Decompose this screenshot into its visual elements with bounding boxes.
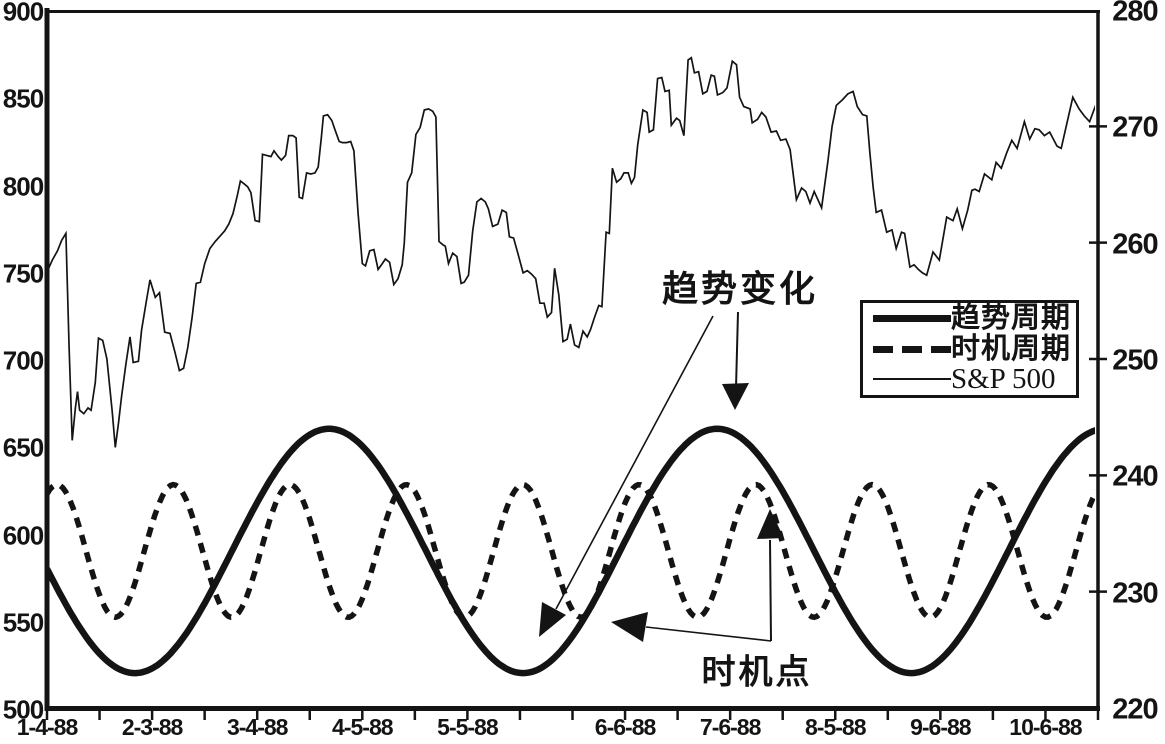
trend-change-arrow-trough-line [555, 315, 714, 610]
trend-change-arrow-down-line [735, 311, 739, 389]
legend-item-trend-cycle: 趋势周期 [863, 304, 1076, 333]
left-axis-tick-label: 900 [2, 0, 44, 27]
right-axis-tick-label: 230 [1112, 577, 1158, 610]
right-axis-tick-label: 260 [1112, 228, 1158, 261]
left-axis-tick-label: 650 [2, 432, 44, 463]
x-axis-tick-label: 9-6-88 [910, 714, 971, 740]
x-axis-tick-label: 7-6-88 [699, 714, 761, 740]
timing-point-arrow-up-line [769, 539, 772, 642]
trend-change-arrow-down-head [722, 383, 749, 410]
series-thick-solid [49, 425, 1095, 677]
x-axis-tick-label: 8-5-88 [805, 714, 866, 740]
trend-change-arrow-trough-head [539, 602, 566, 637]
right-axis-tick-label: 280 [1112, 0, 1158, 28]
x-axis-tick-label: 6-6-88 [594, 714, 656, 740]
left-axis-tick-label: 750 [2, 258, 44, 289]
series-curves [49, 56, 1095, 677]
x-axis-tick-label: 10-6-88 [1009, 714, 1082, 740]
timing-point-annotation: 时机点 [701, 654, 813, 692]
left-axis-tick-label: 700 [2, 345, 44, 376]
timing-point-arrow-left-head [611, 612, 648, 642]
series-dashed [49, 481, 1095, 621]
left-axis-tick-label: 600 [2, 520, 44, 550]
legend-item-timing-cycle: 时机周期 [863, 332, 1076, 365]
legend-box: 趋势周期 时机周期 S&P 500 [860, 300, 1079, 398]
left-axis-tick-label: 800 [2, 171, 44, 201]
x-axis-tick-label: 4-5-88 [332, 714, 393, 740]
trend-change-annotation: 趋势变化 [661, 269, 819, 309]
legend-label: 趋势周期 [951, 302, 1072, 335]
dashed-line-swatch [873, 345, 951, 353]
left-axis-tick-label: 500 [2, 694, 44, 725]
right-axis-tick-label: 270 [1112, 111, 1158, 144]
legend-item-sp500: S&P 500 [863, 362, 1076, 395]
timing-point-connector-line [645, 626, 772, 642]
left-axis-tick-label: 850 [2, 83, 44, 114]
right-axis-tick-label: 240 [1112, 460, 1158, 493]
series-thin-solid [49, 56, 1095, 448]
x-axis-tick-label: 5-5-88 [437, 714, 498, 740]
legend-label: 时机周期 [951, 332, 1072, 365]
right-axis-tick-label: 220 [1112, 693, 1158, 726]
x-axis-tick-label: 3-4-88 [226, 714, 288, 740]
thick-solid-line-swatch [873, 315, 951, 323]
axis-ticks [45, 125, 1107, 720]
annotation-arrows [539, 311, 784, 642]
x-axis-tick-label: 1-4-88 [16, 714, 78, 740]
timing-point-arrow-up-head [757, 509, 784, 539]
thin-solid-line-swatch [873, 378, 951, 381]
right-axis-tick-label: 250 [1112, 344, 1158, 377]
x-axis-tick-label: 2-3-88 [121, 714, 183, 740]
legend-label: S&P 500 [951, 362, 1056, 395]
left-axis-tick-label: 550 [2, 607, 44, 638]
